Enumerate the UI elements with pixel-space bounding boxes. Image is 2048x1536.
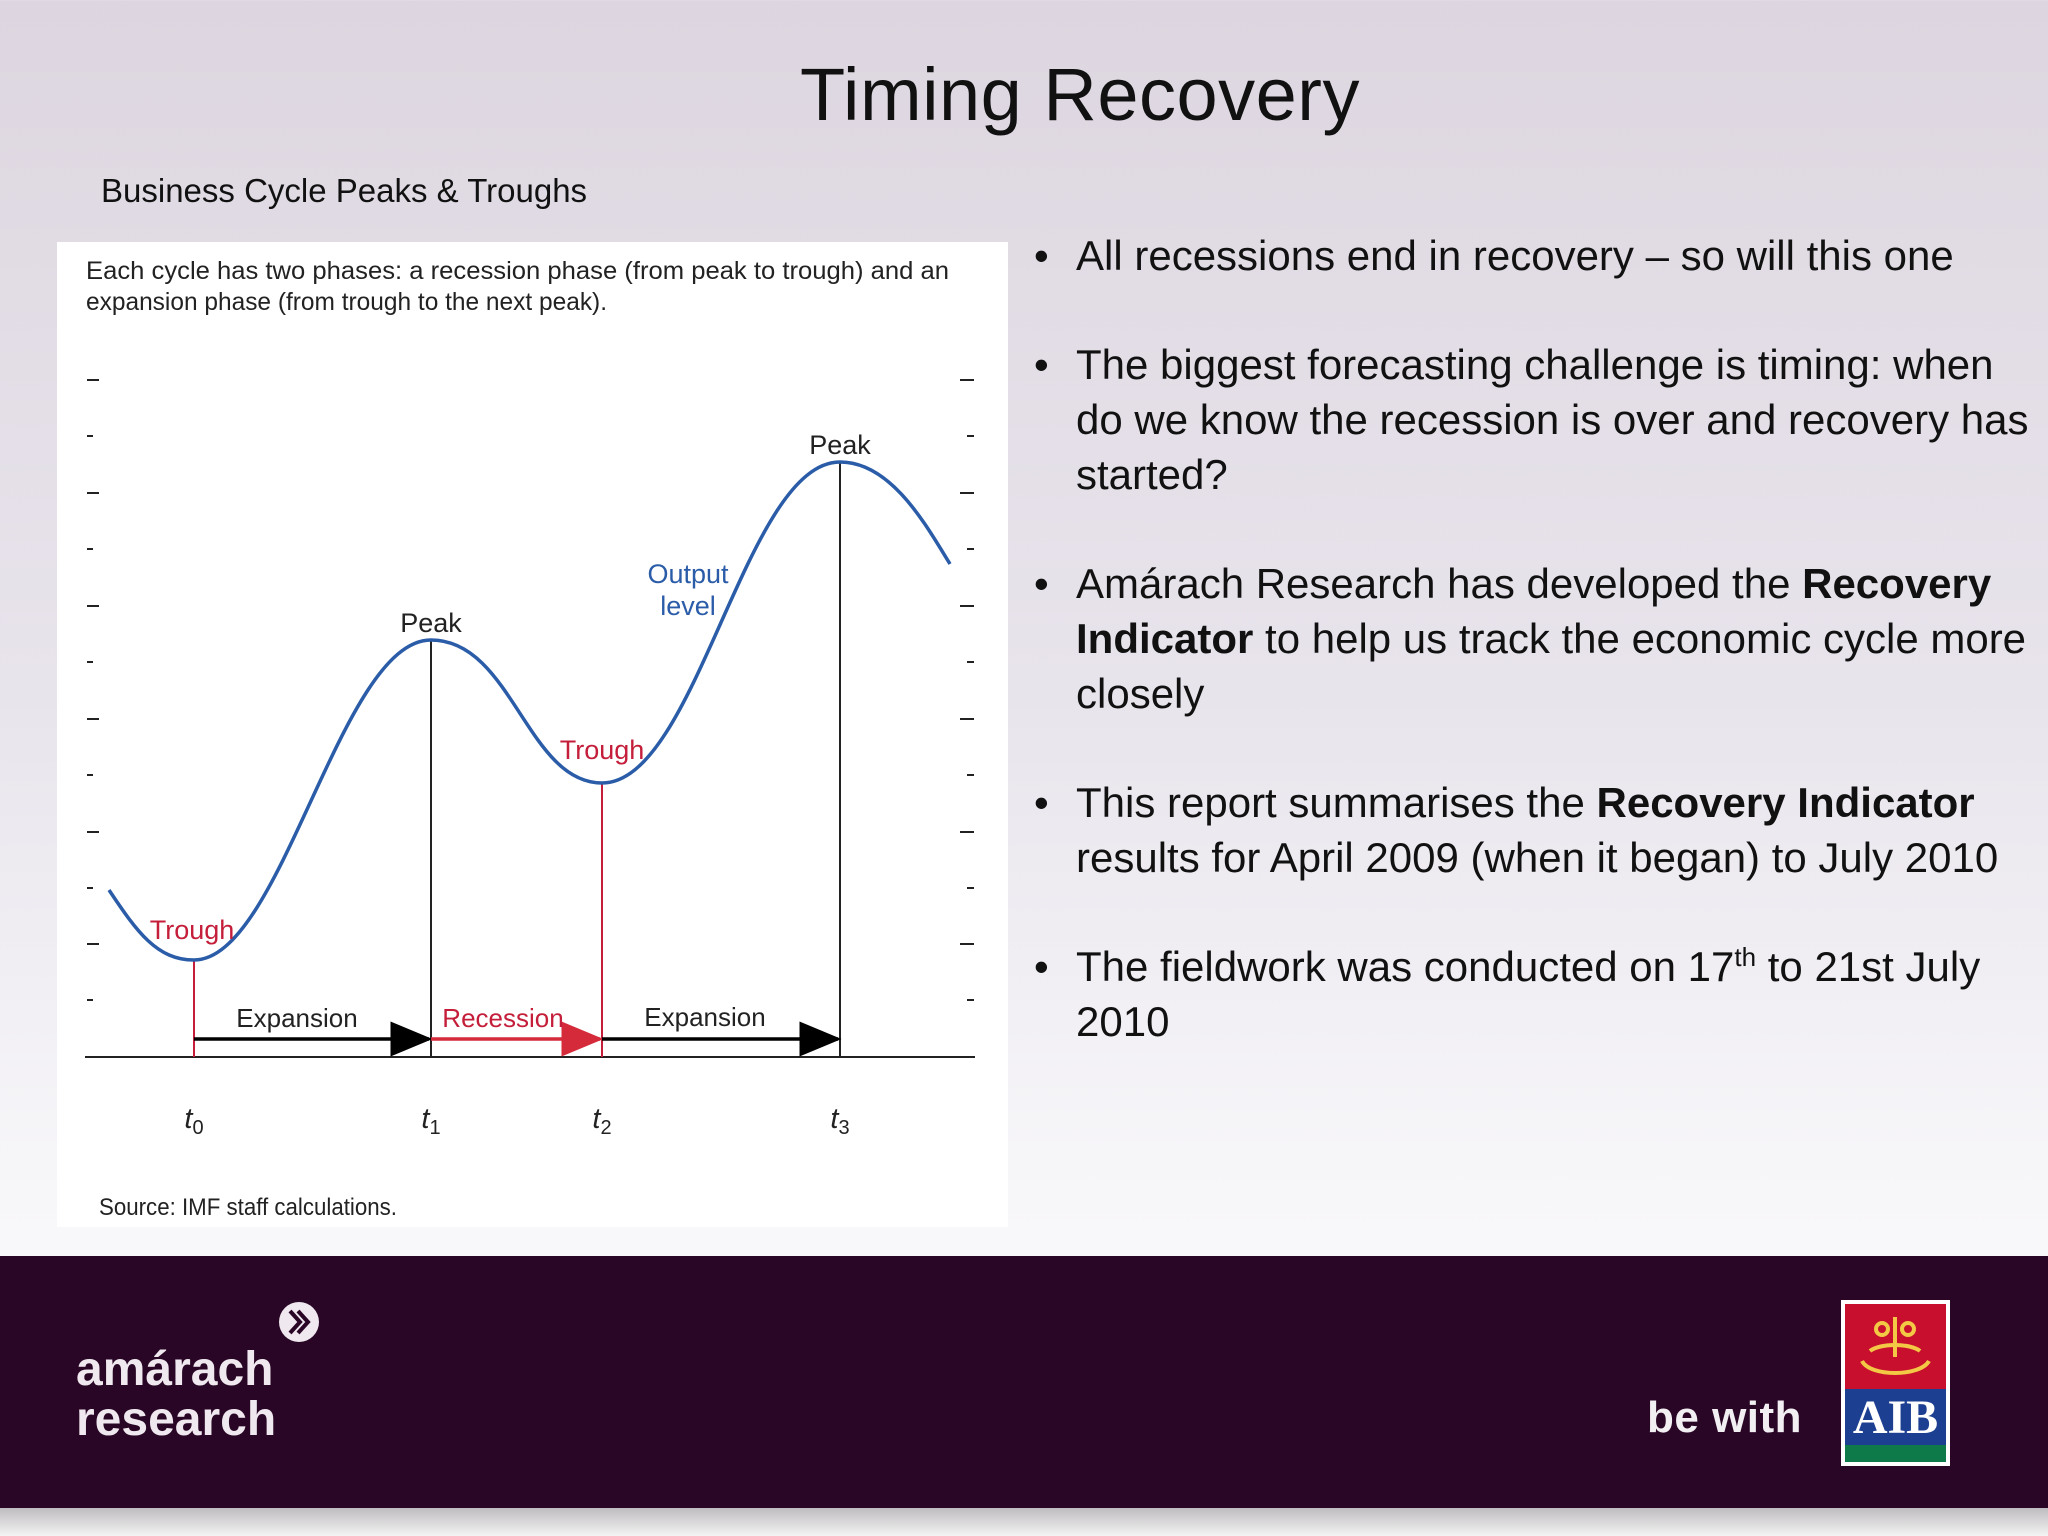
time-label-t0: t0 — [184, 1103, 203, 1139]
left-tick-marks — [87, 379, 99, 1001]
time-label-t3: t3 — [830, 1103, 849, 1139]
time-label-t2: t2 — [592, 1103, 611, 1139]
footer-shadow — [0, 1508, 2048, 1536]
amarach-research-logo: amárach research — [76, 1302, 319, 1446]
bullet-item: • Amárach Research has developed the Reco… — [1034, 560, 2027, 717]
trough-label-1: Trough — [150, 915, 235, 945]
expansion-label-2: Expansion — [644, 1002, 765, 1032]
expansion-label-1: Expansion — [236, 1003, 357, 1033]
key-points-list: • All recessions end in recovery – so wil… — [1034, 228, 2044, 1103]
brand-line1: amárach — [76, 1343, 274, 1396]
peak-label-1: Peak — [400, 608, 462, 638]
recovery-indicator-term: Recovery Indicator — [1076, 560, 1992, 662]
figure-intro-line2: expansion phase (from trough to the next… — [86, 288, 607, 316]
chart-caption: Business Cycle Peaks & Troughs — [101, 172, 588, 209]
time-label-t1: t1 — [421, 1103, 440, 1139]
business-cycle-diagram: Each cycle has two phases: a recession p… — [85, 257, 975, 1221]
footer-band — [0, 1256, 2048, 1508]
output-level-curve — [107, 460, 952, 962]
business-cycle-figure: Each cycle has two phases: a recession p… — [57, 242, 1008, 1227]
figure-intro-line1: Each cycle has two phases: a recession p… — [86, 257, 949, 285]
recession-label: Recession — [442, 1003, 563, 1033]
recovery-indicator-term: Recovery Indicator — [1596, 779, 1975, 826]
aib-logo-text: AIB — [1853, 1391, 1938, 1444]
chevron-right-icon — [279, 1302, 319, 1342]
output-level-label-line1: Output — [647, 559, 729, 589]
bullet-item: • The biggest forecasting challenge is ti… — [1034, 341, 2029, 498]
trough-label-2: Trough — [560, 735, 645, 765]
bullet-item: • This report summarises the Recovery Ind… — [1034, 779, 1999, 881]
right-tick-marks — [960, 379, 974, 1001]
tagline: be with — [1647, 1393, 1803, 1442]
bullet-item: • All recessions end in recovery – so wil… — [1034, 232, 1954, 279]
slide-title: Timing Recovery — [800, 53, 1360, 136]
figure-source: Source: IMF staff calculations. — [99, 1194, 397, 1221]
brand-line2: research — [76, 1393, 277, 1446]
aib-logo: AIB — [1841, 1300, 1950, 1466]
peak-label-2: Peak — [809, 430, 871, 460]
output-level-label-line2: level — [660, 591, 716, 621]
ark-emblem-icon — [1860, 1317, 1931, 1375]
bullet-item: • The fieldwork was conducted on 17th to … — [1034, 942, 1981, 1045]
